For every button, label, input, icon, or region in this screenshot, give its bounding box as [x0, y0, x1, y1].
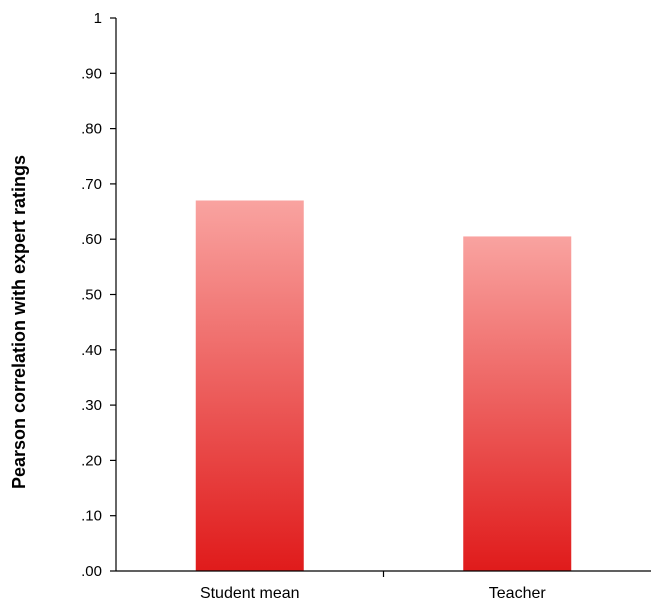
bar — [463, 236, 572, 571]
y-tick-label: .80 — [81, 121, 102, 138]
y-tick-label: .60 — [81, 231, 102, 248]
y-tick-label: .00 — [81, 563, 102, 580]
x-category-label: Student mean — [200, 585, 300, 602]
x-category-label: Teacher — [489, 585, 547, 602]
axes: .00 .10 .20 .30 .40 .50 .60 .70 .80 .90 1 Student m… — [81, 10, 651, 602]
y-tick-label: .70 — [81, 176, 102, 193]
y-tick-label: .50 — [81, 287, 102, 304]
bars — [195, 200, 572, 572]
bar — [195, 200, 304, 572]
y-tick-label: 1 — [94, 10, 102, 27]
y-tick-label: .20 — [81, 452, 102, 469]
y-tick-label: .90 — [81, 65, 102, 82]
y-tick-label: .40 — [81, 342, 102, 359]
y-tick-label: .30 — [81, 397, 102, 414]
y-axis-title: Pearson correlation with expert ratings — [9, 155, 29, 489]
y-tick-label: .10 — [81, 508, 102, 525]
